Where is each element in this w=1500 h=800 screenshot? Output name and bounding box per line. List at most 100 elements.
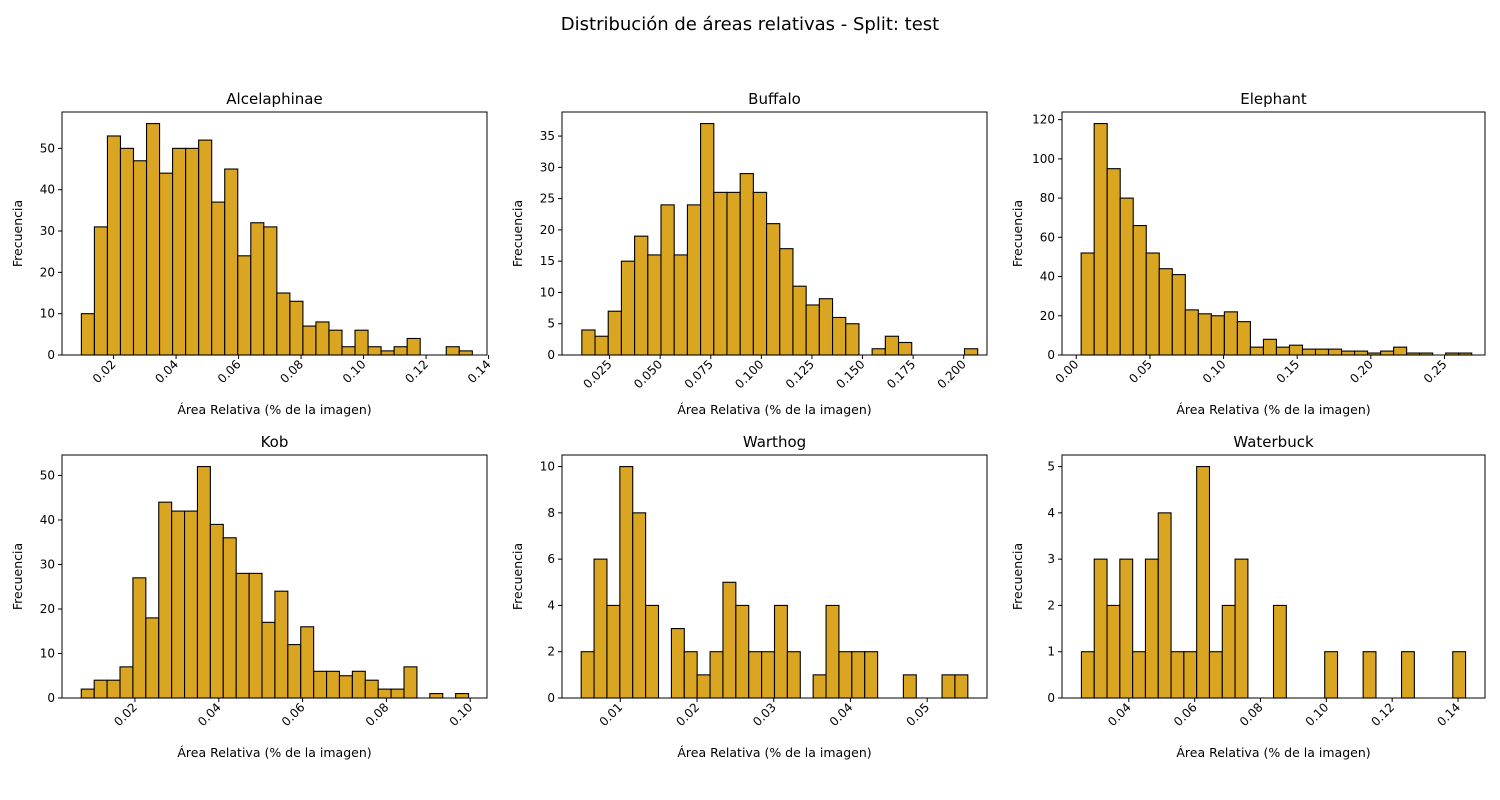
y-axis-label: Frecuencia — [1010, 543, 1025, 610]
y-tick-label: 2 — [547, 645, 555, 659]
x-tick-label: 0.06 — [215, 357, 244, 386]
histogram-bar — [812, 674, 827, 699]
histogram-bar — [851, 651, 866, 699]
histogram-bar — [1119, 197, 1134, 356]
x-tick-label: 0.10 — [1303, 700, 1332, 729]
x-axis-label: Área Relativa (% de la imagen) — [1176, 745, 1370, 760]
histogram-bar — [1171, 274, 1186, 356]
histogram-bar — [132, 160, 148, 356]
histogram-bar — [261, 621, 276, 699]
y-tick-label: 4 — [1047, 506, 1055, 520]
histogram-bar — [1272, 604, 1287, 699]
histogram-bar — [632, 512, 647, 699]
y-tick-label: 10 — [40, 307, 55, 321]
histogram-bar — [1132, 225, 1147, 356]
histogram-bar — [1132, 651, 1147, 699]
histogram-bar — [338, 675, 353, 699]
y-tick-label: 0 — [547, 348, 555, 362]
histogram-bar — [735, 604, 750, 699]
histogram-bar — [1288, 344, 1304, 356]
histogram-bar — [761, 651, 776, 699]
y-tick-label: 20 — [540, 223, 555, 237]
panel-title: Waterbuck — [1233, 433, 1314, 451]
y-tick-label: 4 — [547, 598, 555, 612]
x-tick-label: 0.04 — [827, 700, 856, 729]
histogram-bar — [380, 350, 395, 356]
histogram-bar — [1380, 350, 1395, 356]
histogram-bar — [963, 348, 979, 356]
histogram-bar — [670, 628, 685, 699]
x-tick-label: 0.06 — [1171, 700, 1200, 729]
histogram-bar — [897, 341, 913, 356]
histogram-bar — [1354, 350, 1369, 356]
y-tick-label: 10 — [540, 285, 555, 299]
histogram-panel-warthog: 0 2 4 6 8 10 0.01 0.02 0.03 0.04 0.05 Warthog Área R… — [510, 433, 988, 760]
histogram-bar — [1223, 311, 1238, 356]
histogram-bar — [364, 679, 379, 699]
axes-frame — [61, 111, 488, 356]
x-tick-label: 0.150 — [833, 357, 867, 391]
histogram-bar — [1106, 604, 1121, 699]
y-tick-label: 0 — [47, 691, 55, 705]
histogram-bar — [954, 674, 969, 699]
histogram-bar — [1341, 350, 1356, 356]
y-tick-label: 20 — [40, 265, 55, 279]
y-tick-label: 10 — [40, 646, 55, 660]
axes-frame — [561, 111, 988, 356]
histogram-bar — [106, 679, 121, 699]
histogram-bar — [1183, 651, 1198, 699]
y-tick-label: 2 — [1047, 598, 1055, 612]
y-tick-label: 60 — [1040, 230, 1055, 244]
histogram-bar — [683, 651, 698, 699]
histogram-bar — [93, 226, 108, 356]
histogram-bar — [1144, 558, 1159, 699]
histogram-bar — [1236, 321, 1251, 356]
histogram-bar — [619, 466, 634, 699]
histogram-bar — [1080, 651, 1095, 699]
histogram-bar — [1221, 604, 1236, 699]
x-axis-label: Área Relativa (% de la imagen) — [177, 402, 371, 417]
histogram-bar — [1362, 651, 1377, 699]
x-tick-label: 0.025 — [580, 357, 614, 391]
histogram-bar — [660, 204, 675, 356]
x-tick-label: 0.200 — [935, 357, 969, 391]
histogram-bar — [302, 325, 317, 356]
histogram-bar — [1327, 348, 1343, 356]
histogram-bar — [673, 254, 688, 356]
histogram-bar — [709, 651, 724, 699]
histogram-bar — [1184, 309, 1199, 356]
histogram-bar — [1158, 268, 1173, 356]
histogram-bar — [1210, 315, 1225, 356]
histogram-bar — [1249, 346, 1264, 356]
histogram-panel-buffalo: 0 5 10 15 20 25 30 35 0.025 0.050 0.075 0.100 0.125 0… — [510, 90, 988, 417]
histogram-bar — [211, 201, 226, 356]
y-axis-label: Frecuencia — [10, 200, 25, 267]
x-tick-label: 0.05 — [903, 700, 932, 729]
histogram-bar — [941, 674, 956, 699]
x-axis-label: Área Relativa (% de la imagen) — [677, 402, 871, 417]
x-tick-label: 0.075 — [682, 357, 716, 391]
histogram-bar — [1119, 558, 1134, 699]
histogram-bar — [773, 604, 788, 699]
histogram-bar — [119, 666, 134, 699]
histogram-bar — [748, 651, 763, 699]
histogram-bar — [326, 670, 341, 699]
x-tick-label: 0.175 — [884, 357, 918, 391]
y-tick-label: 3 — [1047, 552, 1055, 566]
y-tick-label: 0 — [1047, 691, 1055, 705]
histogram-bar — [786, 651, 801, 699]
histogram-bar — [377, 688, 392, 699]
panel-title: Elephant — [1240, 90, 1307, 108]
histogram-bar — [354, 329, 369, 356]
histogram-bar — [132, 577, 147, 699]
histogram-bar — [445, 346, 460, 356]
histogram-bar — [276, 292, 291, 356]
y-axis-label: Frecuencia — [10, 543, 25, 610]
x-tick-label: 0.100 — [732, 357, 766, 391]
histogram-bar — [1301, 348, 1317, 356]
histogram-bar — [1093, 558, 1108, 699]
x-tick-label: 0.10 — [447, 700, 476, 729]
histogram-bar — [594, 335, 609, 356]
y-tick-label: 40 — [40, 513, 55, 527]
histogram-bar — [838, 651, 853, 699]
